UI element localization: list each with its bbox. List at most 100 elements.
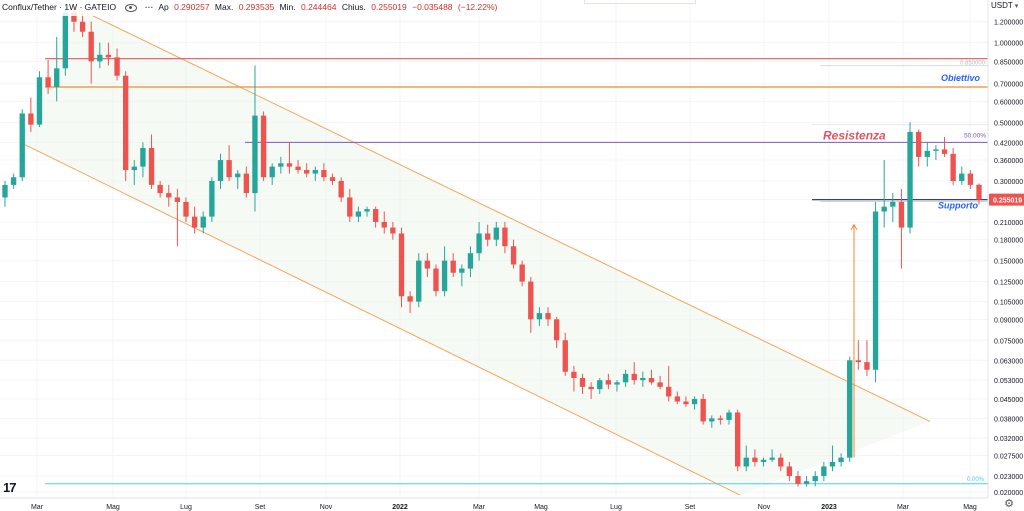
- candle-body: [131, 166, 137, 171]
- candle-body: [88, 31, 94, 62]
- candle-body: [424, 260, 431, 269]
- time-tick-label: Lug: [180, 504, 192, 511]
- candle-body: [941, 149, 948, 154]
- candle: [597, 378, 603, 394]
- candle: [28, 97, 34, 132]
- candle: [269, 163, 275, 185]
- candle: [752, 449, 758, 467]
- current-price-tag[interactable]: [989, 193, 1024, 206]
- gear-icon[interactable]: ⚙: [1004, 498, 1014, 510]
- candle: [769, 449, 775, 462]
- candle: [571, 365, 577, 392]
- candle-body: [786, 466, 793, 477]
- candle-body: [174, 197, 181, 202]
- price-axis[interactable]: 1.200000 1.000000 0.850000 0.700000 0.600000…: [987, 0, 1024, 511]
- candle: [666, 365, 672, 402]
- candle-body: [304, 170, 310, 174]
- chevron-down-icon: ▾: [1014, 3, 1019, 10]
- grid: [0, 0, 988, 498]
- candle-body: [200, 216, 206, 228]
- fib-50-label: 50.00%: [964, 132, 986, 139]
- candle-body: [123, 75, 129, 171]
- candle: [10, 173, 17, 189]
- candle: [786, 461, 793, 482]
- candle-body: [631, 373, 637, 381]
- open-label: Ap: [158, 2, 169, 12]
- candle: [416, 253, 422, 308]
- candle-body: [260, 115, 267, 178]
- eye-icon[interactable]: [124, 3, 137, 12]
- candle-body: [553, 319, 560, 341]
- candle-body: [821, 466, 827, 477]
- candle: [821, 461, 827, 482]
- time-tick-label: Set: [685, 504, 696, 511]
- rise-arrow-head: [850, 223, 858, 231]
- time-axis[interactable]: Mar Mag Lug Set Nov 2022 Mar Mag Lug Set Nov 2023 Ma…: [0, 497, 988, 511]
- candle-body: [54, 68, 60, 87]
- candle: [734, 409, 741, 472]
- candle: [105, 42, 112, 66]
- price-tick-label: 0.150000: [994, 259, 1023, 266]
- candle: [528, 277, 534, 333]
- channel-lower-line[interactable]: [19, 141, 741, 496]
- candle-body: [562, 340, 568, 372]
- candle: [683, 396, 689, 407]
- candle-body: [278, 163, 284, 167]
- candle-body: [760, 459, 767, 462]
- candle-body: [157, 184, 163, 194]
- candle-body: [881, 206, 887, 212]
- candle: [605, 373, 612, 390]
- candle-body: [640, 378, 646, 381]
- candle: [579, 373, 586, 394]
- candle-body: [19, 113, 25, 178]
- candle-body: [502, 227, 508, 247]
- candle: [157, 181, 163, 198]
- candle-body: [140, 147, 146, 167]
- candle-body: [605, 380, 612, 385]
- candle-body: [571, 371, 577, 379]
- candle-body: [812, 476, 818, 482]
- candle-body: [226, 160, 232, 178]
- candle: [200, 211, 206, 234]
- candle-body: [459, 268, 465, 273]
- channel-upper-line[interactable]: [71, 5, 931, 422]
- obiettivo-label: Obiettivo: [941, 73, 981, 83]
- candle: [226, 145, 232, 182]
- candle: [485, 224, 491, 247]
- symbol-title[interactable]: Conflux/Tether · 1W · GATEIO: [2, 2, 117, 12]
- candle-body: [907, 131, 913, 228]
- candle-body: [967, 173, 974, 185]
- candle-body: [726, 412, 732, 420]
- price-tick-label: 0.053000: [994, 378, 1023, 385]
- max-label: Max.: [214, 2, 234, 12]
- price-tick-label: 0.032000: [994, 436, 1023, 443]
- candle: [933, 145, 939, 161]
- currency-unit[interactable]: USDT ▾: [991, 1, 1018, 10]
- candle-body: [493, 227, 499, 240]
- candle-body: [778, 457, 784, 467]
- candle: [243, 166, 250, 198]
- price-tick-label: 0.300000: [994, 179, 1023, 186]
- candle: [183, 197, 189, 222]
- candle-body: [209, 181, 215, 217]
- candle: [97, 42, 103, 69]
- candle-body: [734, 412, 741, 467]
- candle-body: [183, 201, 189, 217]
- more-dots-icon[interactable]: ···: [144, 2, 154, 12]
- candle: [329, 173, 336, 185]
- candle-body: [381, 221, 387, 228]
- candle: [493, 221, 499, 247]
- price-tick-label: 0.038000: [994, 416, 1023, 423]
- candle: [502, 221, 508, 254]
- top-widget[interactable]: [584, 0, 696, 4]
- candle-body: [114, 57, 120, 76]
- tradingview-logo-icon[interactable]: 17: [3, 480, 17, 495]
- candle-body: [536, 313, 543, 320]
- candle: [847, 356, 853, 462]
- candle: [915, 129, 922, 167]
- price-tick-label: 0.700000: [994, 82, 1023, 89]
- candle-body: [97, 54, 103, 62]
- candle: [519, 260, 525, 287]
- candle-body: [364, 209, 370, 212]
